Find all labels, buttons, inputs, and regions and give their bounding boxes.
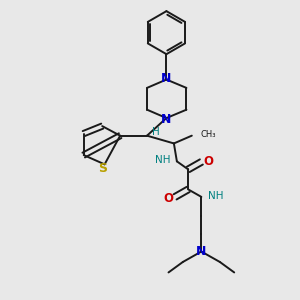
Text: N: N [196, 245, 206, 258]
Text: H: H [152, 127, 160, 137]
Text: CH₃: CH₃ [200, 130, 216, 139]
Text: S: S [99, 162, 108, 175]
Text: N: N [161, 71, 172, 85]
Text: NH: NH [208, 191, 224, 201]
Text: NH: NH [155, 155, 170, 166]
Text: N: N [161, 113, 172, 126]
Text: O: O [164, 192, 173, 205]
Text: O: O [203, 154, 213, 167]
